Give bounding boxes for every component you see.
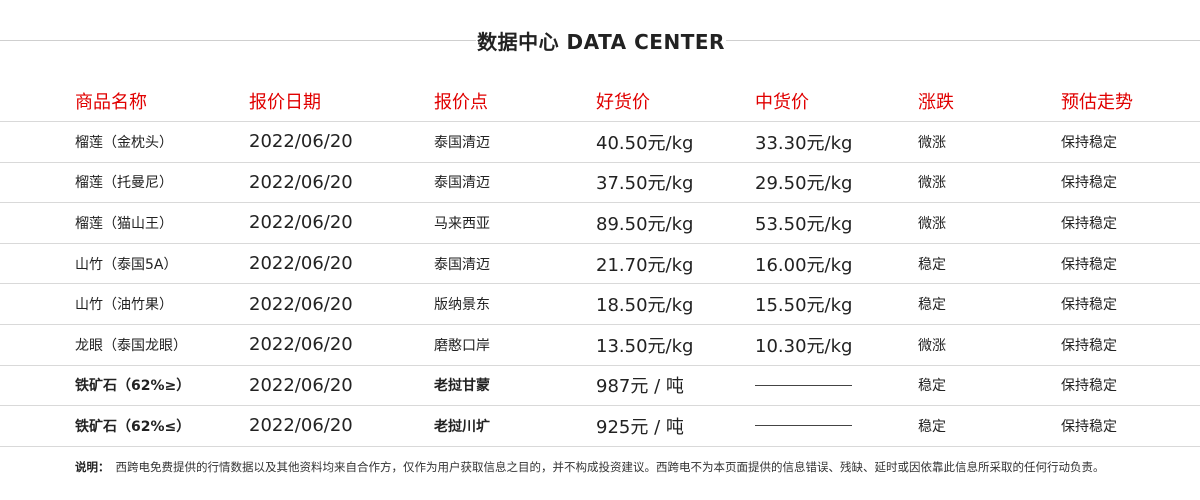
trend-forecast: 保持稳定 xyxy=(1061,297,1117,314)
quote-point: 老挝川圹 xyxy=(434,418,490,435)
good-price: 925元 / 吨 xyxy=(596,416,684,438)
quote-point: 泰国清迈 xyxy=(434,134,490,151)
quote-date: 2022/06/20 xyxy=(249,334,353,356)
mid-price: 16.00元/kg xyxy=(755,254,853,276)
table-row: 龙眼（泰国龙眼） 2022/06/20 磨憨口岸 13.50元/kg 10.30… xyxy=(0,325,1200,366)
price-change: 稳定 xyxy=(918,297,946,314)
table-row: 铁矿石（62%≥） 2022/06/20 老挝甘蒙 987元 / 吨 稳定 保持… xyxy=(0,366,1200,407)
mid-price: 33.30元/kg xyxy=(755,132,853,154)
trend-forecast: 保持稳定 xyxy=(1061,256,1117,273)
mid-price-unavailable-dash xyxy=(755,366,852,406)
table-row: 榴莲（托曼尼） 2022/06/20 泰国清迈 37.50元/kg 29.50元… xyxy=(0,163,1200,204)
product-name: 榴莲（猫山王） xyxy=(75,215,173,232)
product-name: 龙眼（泰国龙眼） xyxy=(75,337,187,354)
quote-date: 2022/06/20 xyxy=(249,131,353,153)
mid-price: 53.50元/kg xyxy=(755,213,853,235)
product-name: 铁矿石（62%≤） xyxy=(75,418,191,435)
dash-line xyxy=(755,425,852,427)
trend-forecast: 保持稳定 xyxy=(1061,175,1117,192)
section-title-bar: 数据中心 DATA CENTER xyxy=(0,24,1200,56)
mid-price: 10.30元/kg xyxy=(755,335,853,357)
quote-date: 2022/06/20 xyxy=(249,374,353,396)
disclaimer-label: 说明： xyxy=(75,460,110,474)
header-product-name: 商品名称 xyxy=(75,91,147,113)
table-row: 榴莲（猫山王） 2022/06/20 马来西亚 89.50元/kg 53.50元… xyxy=(0,203,1200,244)
good-price: 40.50元/kg xyxy=(596,132,694,154)
price-table: 商品名称 报价日期 报价点 好货价 中货价 涨跌 预估走势 榴莲（金枕头） 20… xyxy=(0,80,1200,447)
table-row: 榴莲（金枕头） 2022/06/20 泰国清迈 40.50元/kg 33.30元… xyxy=(0,122,1200,163)
trend-forecast: 保持稳定 xyxy=(1061,134,1117,151)
quote-date: 2022/06/20 xyxy=(249,293,353,315)
mid-price: 15.50元/kg xyxy=(755,295,853,317)
mid-price: 29.50元/kg xyxy=(755,173,853,195)
quote-point: 马来西亚 xyxy=(434,215,490,232)
good-price: 21.70元/kg xyxy=(596,254,694,276)
price-change: 稳定 xyxy=(918,378,946,395)
good-price: 37.50元/kg xyxy=(596,173,694,195)
disclaimer-text: 西跨电免费提供的行情数据以及其他资料均来自合作方，仅作为用户获取信息之目的，并不… xyxy=(115,460,1105,474)
title-divider-left xyxy=(0,40,476,41)
product-name: 榴莲（托曼尼） xyxy=(75,175,173,192)
header-change: 涨跌 xyxy=(918,91,954,113)
good-price: 13.50元/kg xyxy=(596,335,694,357)
price-change: 微涨 xyxy=(918,175,946,192)
trend-forecast: 保持稳定 xyxy=(1061,378,1117,395)
table-row: 山竹（油竹果） 2022/06/20 版纳景东 18.50元/kg 15.50元… xyxy=(0,284,1200,325)
table-header: 商品名称 报价日期 报价点 好货价 中货价 涨跌 预估走势 xyxy=(0,80,1200,122)
price-change: 微涨 xyxy=(918,337,946,354)
quote-point: 磨憨口岸 xyxy=(434,337,490,354)
quote-point: 泰国清迈 xyxy=(434,175,490,192)
good-price: 987元 / 吨 xyxy=(596,376,684,398)
price-change: 稳定 xyxy=(918,256,946,273)
quote-point: 泰国清迈 xyxy=(434,256,490,273)
header-good-price: 好货价 xyxy=(596,91,650,113)
header-mid-price: 中货价 xyxy=(755,91,809,113)
mid-price-unavailable-dash xyxy=(755,406,852,446)
product-name: 榴莲（金枕头） xyxy=(75,134,173,151)
title-divider-right xyxy=(726,40,1200,41)
header-quote-point: 报价点 xyxy=(434,91,488,113)
quote-date: 2022/06/20 xyxy=(249,415,353,437)
price-change: 微涨 xyxy=(918,134,946,151)
quote-date: 2022/06/20 xyxy=(249,212,353,234)
product-name: 山竹（泰国5A） xyxy=(75,256,178,273)
product-name: 铁矿石（62%≥） xyxy=(75,378,191,395)
disclaimer-note: 说明： 西跨电免费提供的行情数据以及其他资料均来自合作方，仅作为用户获取信息之目的… xyxy=(75,459,1105,475)
quote-point: 老挝甘蒙 xyxy=(434,378,490,395)
price-change: 微涨 xyxy=(918,215,946,232)
dash-line xyxy=(755,384,852,386)
trend-forecast: 保持稳定 xyxy=(1061,418,1117,435)
page-title: 数据中心 DATA CENTER xyxy=(477,30,725,54)
product-name: 山竹（油竹果） xyxy=(75,297,173,314)
table-row: 铁矿石（62%≤） 2022/06/20 老挝川圹 925元 / 吨 稳定 保持… xyxy=(0,406,1200,447)
quote-date: 2022/06/20 xyxy=(249,171,353,193)
quote-date: 2022/06/20 xyxy=(249,253,353,275)
good-price: 89.50元/kg xyxy=(596,213,694,235)
price-change: 稳定 xyxy=(918,418,946,435)
good-price: 18.50元/kg xyxy=(596,295,694,317)
trend-forecast: 保持稳定 xyxy=(1061,337,1117,354)
header-quote-date: 报价日期 xyxy=(249,91,321,113)
quote-point: 版纳景东 xyxy=(434,297,490,314)
header-trend: 预估走势 xyxy=(1061,91,1133,113)
table-row: 山竹（泰国5A） 2022/06/20 泰国清迈 21.70元/kg 16.00… xyxy=(0,244,1200,285)
trend-forecast: 保持稳定 xyxy=(1061,215,1117,232)
